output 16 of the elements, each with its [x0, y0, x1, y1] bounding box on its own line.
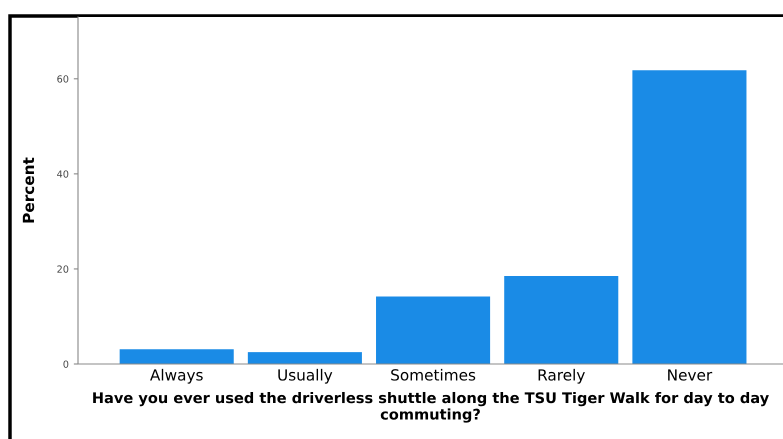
bar: [632, 70, 746, 364]
y-tick-label: 0: [63, 360, 68, 368]
y-tick-label: 60: [57, 75, 68, 83]
x-tick-label: Never: [668, 369, 712, 381]
y-tick-label: 40: [57, 170, 68, 178]
y-tick-label: 20: [57, 265, 68, 273]
bar: [376, 296, 490, 364]
x-tick-label: Usually: [278, 368, 332, 384]
bar: [120, 349, 234, 364]
x-axis-title: Have you ever used the driverless shuttle along the TSU Tiger Walk for day to day commuting?: [93, 392, 769, 423]
x-tick-label: Rarely: [538, 368, 585, 384]
bar: [248, 352, 362, 364]
x-tick-label: Sometimes: [391, 368, 476, 381]
y-axis-title: Percent: [22, 158, 34, 222]
bar: [504, 276, 618, 364]
x-tick-label: Always: [150, 368, 203, 384]
